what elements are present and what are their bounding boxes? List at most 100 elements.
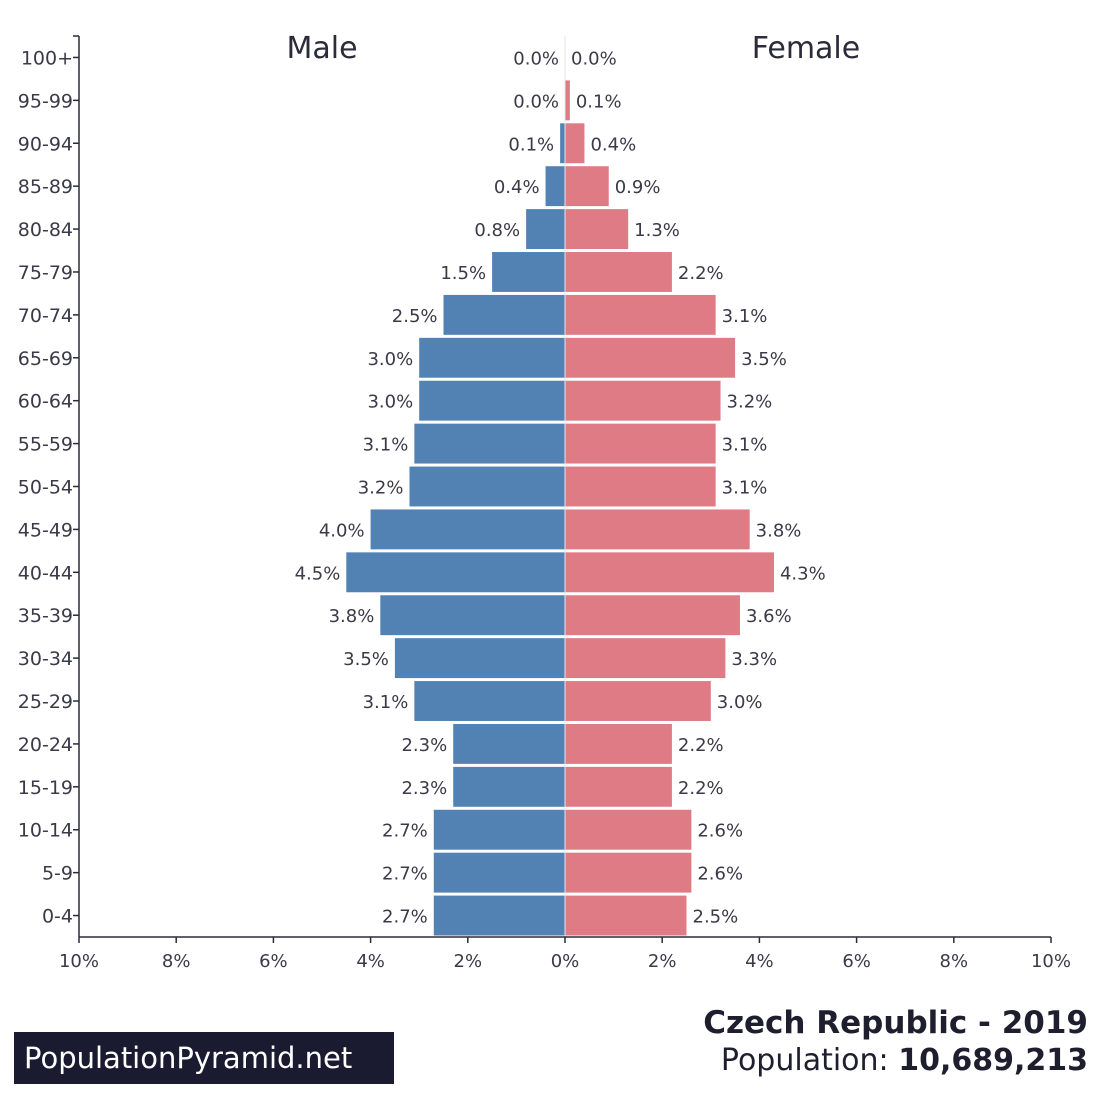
age-group-label: 55-59 [18,434,73,456]
population-pyramid-chart: 0.0% 0.0% 100+ 0.0% 0.1% 95-99 0.1% 0.4% 90-94 0.… [18,31,1071,972]
female-value-label: 3.3% [731,649,777,670]
female-bar [565,252,672,292]
female-value-label: 2.2% [678,735,724,756]
age-group-label: 15-19 [18,777,73,799]
male-bar [545,166,565,207]
age-group-label: 40-44 [18,562,73,584]
x-tick-label: 6% [842,951,871,972]
female-value-label: 3.0% [717,692,763,713]
female-bar [565,638,726,679]
x-tick-label: 4% [356,951,385,972]
female-value-label: 0.9% [615,177,661,198]
male-value-label: 2.7% [382,907,428,928]
female-bar [565,209,629,250]
female-bar [565,723,672,764]
female-value-label: 4.3% [780,563,826,584]
x-tick-label: 8% [162,951,191,972]
female-value-label: 1.3% [634,220,680,241]
age-group-label: 35-39 [18,605,73,627]
age-group-label: 50-54 [18,477,73,499]
female-bar [565,766,672,807]
age-group-label: 10-14 [18,820,73,842]
female-bar [565,895,687,936]
age-group-label: 45-49 [18,519,73,541]
male-value-label: 2.3% [401,735,447,756]
population-value: 10,689,213 [898,1043,1088,1078]
country-year-title: Czech Republic - 2019 [703,1005,1088,1041]
x-tick-label: 4% [745,951,774,972]
male-value-label: 3.0% [367,392,413,413]
female-value-label: 2.6% [697,821,743,842]
male-bar [453,766,565,807]
male-value-label: 4.5% [295,563,341,584]
age-group-label: 100+ [21,47,73,69]
female-value-label: 3.8% [756,520,802,541]
chart-footer: Czech Republic - 2019 Population: 10,689… [703,1004,1088,1080]
female-bar [565,294,716,335]
male-value-label: 3.2% [358,478,404,499]
age-group-label: 30-34 [18,648,73,670]
male-value-label: 0.0% [513,48,559,69]
female-bar [565,595,740,636]
female-value-label: 2.2% [678,263,724,284]
age-group-label: 70-74 [18,305,73,327]
x-tick-label: 10% [59,951,99,972]
male-bar [370,509,565,550]
male-bar [380,595,565,636]
age-group-label: 90-94 [18,133,73,155]
male-bar [419,337,565,378]
male-title: Male [286,31,357,66]
female-bar [565,166,609,207]
female-value-label: 0.1% [576,91,622,112]
male-bar [526,209,565,250]
male-bar [433,809,565,850]
male-bar [414,681,565,721]
male-bar [346,552,565,593]
female-bar [565,809,692,850]
female-value-label: 3.5% [741,349,787,370]
x-tick-label: 0% [551,951,580,972]
female-value-label: 3.6% [746,606,792,627]
male-bar [394,638,565,679]
female-bar [565,337,736,378]
population-line: Population: 10,689,213 [703,1042,1088,1080]
x-tick-label: 10% [1031,951,1071,972]
male-bar [419,380,565,421]
brand-badge[interactable]: PopulationPyramid.net [14,1032,394,1084]
male-value-label: 2.7% [382,864,428,885]
male-value-label: 3.1% [363,435,409,456]
female-value-label: 3.2% [727,392,773,413]
age-group-label: 0-4 [42,906,73,928]
male-value-label: 2.3% [401,778,447,799]
male-value-label: 0.8% [474,220,520,241]
male-bar [414,423,565,464]
female-bar [565,466,716,507]
female-value-label: 0.0% [571,48,617,69]
male-value-label: 4.0% [319,520,365,541]
female-value-label: 2.2% [678,778,724,799]
male-value-label: 3.1% [363,692,409,713]
male-bar [443,294,565,335]
male-bar [409,466,565,507]
population-label: Population: [720,1043,889,1078]
age-group-label: 20-24 [18,734,73,756]
x-tick-label: 2% [648,951,677,972]
female-title: Female [752,31,860,66]
female-bar [565,852,692,893]
female-value-label: 0.4% [590,134,636,155]
female-value-label: 2.5% [693,907,739,928]
x-tick-label: 8% [940,951,969,972]
male-value-label: 0.0% [513,91,559,112]
male-bar [433,852,565,893]
age-group-label: 65-69 [18,348,73,370]
female-bar [565,509,750,550]
age-group-label: 25-29 [18,691,73,713]
male-value-label: 3.8% [329,606,375,627]
age-group-label: 60-64 [18,391,73,413]
female-bar [565,423,716,464]
female-bar [565,80,570,121]
male-value-label: 2.5% [392,306,438,327]
female-value-label: 3.1% [722,435,768,456]
female-bar [565,123,585,164]
female-bar [565,380,721,421]
